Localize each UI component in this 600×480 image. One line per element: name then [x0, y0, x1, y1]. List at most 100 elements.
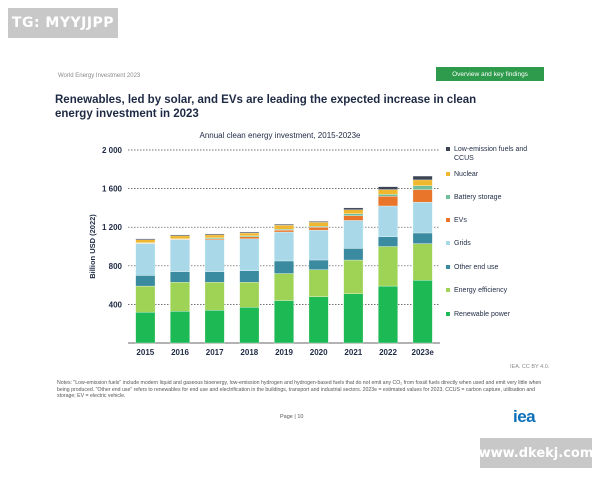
- chart-title: Annual clean energy investment, 2015-202…: [199, 131, 361, 140]
- y-tick-label: 1 600: [102, 185, 123, 194]
- legend-label: EVs: [454, 217, 467, 224]
- bar-segment: [135, 243, 156, 276]
- bar-segment: [412, 243, 433, 281]
- legend-item: EVs: [446, 216, 467, 225]
- legend-item: Energy efficiency: [446, 286, 532, 295]
- x-tick-label: 2016: [171, 348, 189, 357]
- legend-label: Renewable power: [454, 311, 511, 318]
- legend-swatch: [446, 147, 450, 151]
- legend-label: Low-emission fuels and CCUS: [454, 146, 528, 162]
- bar-segment: [343, 209, 364, 214]
- bar-segment: [308, 222, 329, 227]
- x-tick-label: 2020: [310, 348, 328, 357]
- bar-segment: [343, 213, 364, 216]
- chart-notes: Notes: "Low-emission fuels" include mode…: [57, 380, 542, 399]
- legend-label: Nuclear: [454, 171, 479, 178]
- bar-segment: [239, 282, 260, 308]
- x-tick-label: 2017: [206, 348, 224, 357]
- bar-segment: [274, 229, 294, 233]
- bar-segment: [135, 311, 156, 344]
- bar-segment: [170, 234, 190, 237]
- bar-segment: [274, 273, 294, 301]
- bar-segment: [412, 280, 433, 344]
- bar-segment: [170, 311, 190, 344]
- bar-segment: [412, 175, 433, 181]
- watermark-top: TG: MYYJJPP: [8, 8, 118, 38]
- legend-item: Battery storage: [446, 193, 501, 202]
- bar-segment: [204, 234, 225, 238]
- publication-title: World Energy Investment 2023: [58, 73, 141, 79]
- bar-segment: [412, 201, 433, 234]
- bar-segment: [378, 246, 398, 287]
- bar-segment: [239, 270, 260, 283]
- bar-segment: [308, 296, 329, 344]
- bar-segment: [239, 236, 260, 239]
- legend-swatch: [446, 218, 450, 222]
- bar-segment: [412, 189, 433, 203]
- bar-segment: [378, 285, 398, 344]
- bar-segment: [135, 238, 156, 240]
- bar-segment: [170, 271, 190, 283]
- y-tick-label: 800: [109, 262, 123, 271]
- bar-segment: [343, 293, 364, 344]
- bar-segment: [239, 238, 260, 271]
- bar-segment: [343, 220, 364, 249]
- bar-segment: [343, 215, 364, 221]
- legend-swatch: [446, 288, 450, 292]
- legend-label: Other end use: [454, 264, 499, 271]
- legend-swatch: [446, 195, 450, 199]
- bar-segment: [204, 271, 225, 283]
- legend-label: Energy efficiency: [454, 287, 508, 294]
- bar-segment: [308, 259, 329, 270]
- bar-segment: [204, 282, 225, 311]
- legend-swatch: [446, 241, 450, 245]
- bar-segment: [308, 227, 329, 231]
- legend-label: Battery storage: [454, 194, 502, 201]
- x-tick-label: 2023e: [412, 348, 435, 357]
- bar-segment: [378, 196, 398, 207]
- bar-segment: [170, 239, 190, 272]
- bar-segment: [274, 225, 294, 230]
- legend-swatch: [446, 312, 450, 316]
- legend-swatch: [446, 172, 450, 176]
- bar-segment: [378, 189, 398, 195]
- page-number: Page | 10: [280, 414, 304, 420]
- bar-segment: [204, 233, 225, 236]
- bar-segment: [343, 259, 364, 294]
- y-tick-label: 2 000: [102, 146, 123, 155]
- watermark-bottom: www.dkekj.com: [479, 438, 593, 468]
- x-tick-label: 2019: [275, 348, 293, 357]
- source-note: IEA. CC BY 4.0.: [510, 364, 550, 370]
- bar-segment: [343, 207, 364, 210]
- page-headline: Renewables, led by solar, and EVs are le…: [55, 94, 477, 120]
- bar-segment: [274, 260, 294, 274]
- bar-segment: [274, 300, 294, 344]
- y-tick-label: 1 200: [102, 223, 123, 232]
- bar-segment: [135, 239, 156, 243]
- bar-segment: [343, 248, 364, 261]
- bar-segment: [274, 224, 294, 226]
- bar-segment: [308, 221, 329, 223]
- x-tick-label: 2022: [379, 348, 397, 357]
- legend-item: Grids: [446, 239, 471, 248]
- legend-item: Low-emission fuels and CCUS: [446, 145, 532, 163]
- section-tag[interactable]: Overview and key findings: [436, 67, 544, 81]
- bar-segment: [412, 179, 433, 186]
- legend-label: Grids: [454, 240, 471, 247]
- bar-segment: [204, 310, 225, 344]
- bar-segment: [308, 229, 329, 261]
- bar-segment: [412, 185, 433, 190]
- y-axis-label: Billion USD (2022): [88, 214, 97, 279]
- bar-segment: [308, 269, 329, 297]
- bar-segment: [239, 232, 260, 237]
- x-tick-label: 2015: [136, 348, 154, 357]
- bar-segment: [378, 205, 398, 238]
- bar-segment: [274, 231, 294, 262]
- x-tick-label: 2018: [240, 348, 258, 357]
- bar-segment: [170, 235, 190, 239]
- bar-segment: [135, 275, 156, 287]
- iea-logo: iea: [513, 407, 536, 426]
- legend-swatch: [446, 265, 450, 269]
- bar-segment: [412, 232, 433, 244]
